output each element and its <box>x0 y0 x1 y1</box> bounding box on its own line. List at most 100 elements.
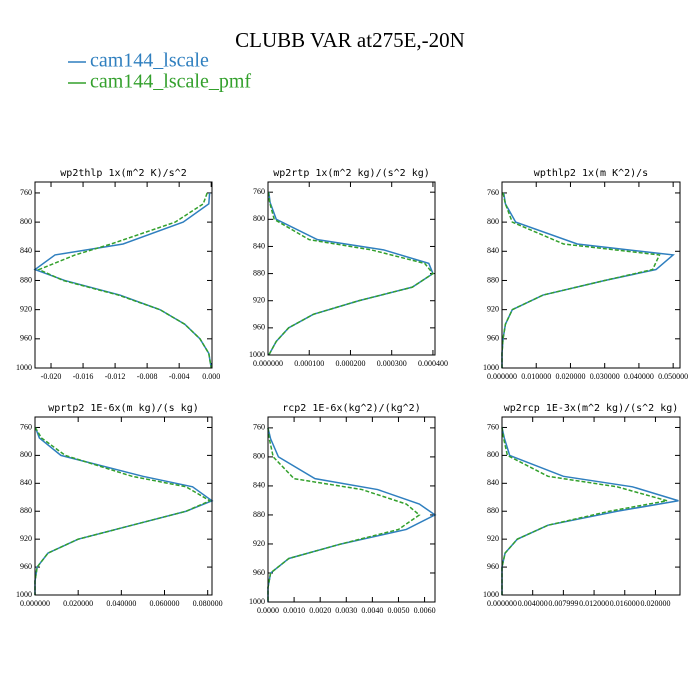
figure-title: CLUBB VAR at275E,-20N <box>235 28 465 52</box>
x-tick-label: 0.0010 <box>283 606 305 615</box>
x-tick-label: 0.0030 <box>335 606 357 615</box>
x-tick-label: 0.000000 <box>487 372 517 381</box>
x-tick-label: -0.008 <box>137 372 158 381</box>
y-tick-label: 840 <box>487 246 499 255</box>
y-tick-label: 880 <box>253 510 265 519</box>
x-tick-label: 0.000 <box>202 372 220 381</box>
y-tick-label: 800 <box>487 217 499 226</box>
x-tick-label: 0.0000 <box>257 606 279 615</box>
y-tick-label: 920 <box>253 539 265 548</box>
y-tick-label: 760 <box>487 422 499 431</box>
x-tick-label: 0.000000 <box>253 359 283 368</box>
panel-title: wprtp2 1E-6x(m kg)/(s kg) <box>48 403 199 414</box>
series-line <box>501 427 679 595</box>
y-tick-label: 760 <box>487 188 499 197</box>
y-tick-label: 800 <box>20 217 32 226</box>
plot-frame <box>501 181 681 369</box>
x-tick-label: 0.000000 <box>20 599 50 608</box>
x-tick-label: 0.0020 <box>309 606 331 615</box>
y-tick-label: 960 <box>487 562 499 571</box>
y-tick-label: 920 <box>253 296 265 305</box>
y-tick-label: 880 <box>20 275 32 284</box>
x-tick-label: 0.000000 <box>487 599 517 608</box>
x-tick-label: 0.000400 <box>418 359 448 368</box>
y-tick-label: 760 <box>253 423 265 432</box>
y-tick-label: 880 <box>20 506 32 515</box>
plot-frame <box>501 416 681 596</box>
x-tick-label: 0.000100 <box>294 359 324 368</box>
y-tick-label: 840 <box>487 478 499 487</box>
x-tick-label: 0.020000 <box>63 599 93 608</box>
series-line <box>501 192 675 368</box>
legend-label: cam144_lscale <box>90 50 209 72</box>
y-tick-label: 840 <box>253 241 265 250</box>
y-tick-label: 880 <box>253 268 265 277</box>
panel-title: wp2rcp 1E-3x(m^2 kg)/(s^2 kg) <box>504 403 679 414</box>
series-line <box>34 427 214 595</box>
plot-frame <box>34 416 213 596</box>
x-tick-label: 0.016000 <box>610 599 640 608</box>
y-tick-label: 800 <box>20 450 32 459</box>
y-tick-label: 800 <box>253 452 265 461</box>
y-tick-label: 840 <box>20 246 32 255</box>
y-tick-label: 1000 <box>16 363 32 372</box>
y-tick-label: 1000 <box>249 350 265 359</box>
x-tick-label: 0.000300 <box>377 359 407 368</box>
panel-title: rcp2 1E-6x(kg^2)/(kg^2) <box>282 403 420 414</box>
y-tick-label: 760 <box>20 188 32 197</box>
series-line <box>501 192 661 368</box>
x-tick-label: -0.004 <box>169 372 190 381</box>
y-tick-label: 760 <box>20 422 32 431</box>
x-tick-label: -0.016 <box>73 372 94 381</box>
y-tick-label: 920 <box>487 534 499 543</box>
y-tick-label: 960 <box>20 562 32 571</box>
y-tick-label: 960 <box>253 568 265 577</box>
y-tick-label: 960 <box>20 334 32 343</box>
y-tick-label: 1000 <box>249 597 265 606</box>
plot-frame <box>267 416 436 603</box>
y-tick-label: 920 <box>487 304 499 313</box>
y-tick-label: 1000 <box>16 590 32 599</box>
series-line <box>267 427 437 602</box>
y-tick-label: 880 <box>487 275 499 284</box>
x-tick-label: 0.050000 <box>658 372 688 381</box>
y-tick-label: 960 <box>487 334 499 343</box>
x-tick-label: 0.080000 <box>193 599 223 608</box>
y-tick-label: 760 <box>253 187 265 196</box>
x-tick-label: 0.007999 <box>548 599 578 608</box>
y-tick-label: 1000 <box>483 590 499 599</box>
x-tick-label: 0.030000 <box>590 372 620 381</box>
y-tick-label: 800 <box>253 214 265 223</box>
x-tick-label: 0.010000 <box>521 372 551 381</box>
series-line <box>34 427 212 595</box>
series-line <box>267 192 435 356</box>
y-tick-label: 960 <box>253 323 265 332</box>
y-tick-label: 920 <box>20 534 32 543</box>
panel-title: wp2rtp 1x(m^2 kg)/(s^2 kg) <box>273 168 430 179</box>
series-line <box>268 192 434 356</box>
y-tick-label: 920 <box>20 304 32 313</box>
x-tick-label: 0.012000 <box>579 599 609 608</box>
x-tick-label: 0.040000 <box>624 372 654 381</box>
x-tick-label: 0.060000 <box>150 599 180 608</box>
x-tick-label: 0.0050 <box>387 606 409 615</box>
x-tick-label: 0.040000 <box>106 599 136 608</box>
plot-frame <box>34 181 213 369</box>
y-tick-label: 840 <box>20 478 32 487</box>
x-tick-label: 0.020000 <box>640 599 670 608</box>
series-line <box>267 427 421 602</box>
x-tick-label: 0.004000 <box>518 599 548 608</box>
y-tick-label: 840 <box>253 481 265 490</box>
plot-frame <box>267 181 436 356</box>
x-tick-label: 0.0040 <box>361 606 383 615</box>
y-tick-label: 800 <box>487 450 499 459</box>
y-tick-label: 880 <box>487 506 499 515</box>
series-line <box>501 427 668 595</box>
panel-title: wp2thlp 1x(m^2 K)/s^2 <box>60 168 186 179</box>
x-tick-label: 0.000200 <box>335 359 365 368</box>
series-line <box>33 192 212 369</box>
x-tick-label: 0.0060 <box>414 606 436 615</box>
series-line <box>37 192 212 369</box>
legend-label: cam144_lscale_pmf <box>90 71 251 93</box>
